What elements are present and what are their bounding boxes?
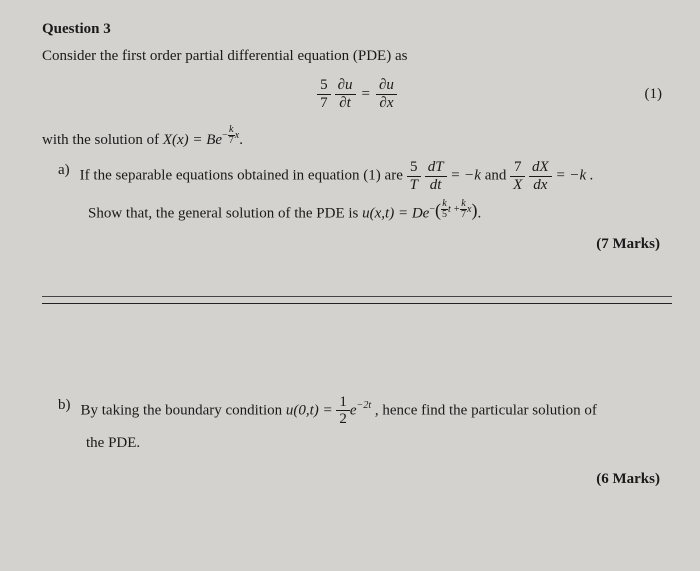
uxt-expr: u(x,t) = De (362, 206, 429, 222)
part-b-body: By taking the boundary condition u(0,t) … (81, 394, 597, 428)
du-num: ∂u (335, 77, 356, 94)
dt-den: ∂t (335, 94, 356, 112)
e-7: 7 (460, 209, 467, 220)
and-text: and (485, 168, 510, 184)
pde-line: the PDE. (86, 432, 672, 455)
part-b: b) By taking the boundary condition u(0,… (58, 394, 672, 428)
prompt-text: Consider the first order partial differe… (42, 45, 672, 68)
sep1-num: 5 (407, 159, 421, 176)
eq-frac-num: 5 (317, 77, 331, 94)
e-sym: e (350, 402, 357, 418)
uxt-exponent: −(k5t +k7x) (429, 199, 477, 220)
divider-1 (42, 296, 672, 297)
equals-sign: = (356, 83, 376, 106)
equation-number: (1) (645, 83, 663, 106)
question-label: Question 3 (42, 18, 672, 41)
showthat-text: Show that, the general solution of the P… (88, 206, 362, 222)
exp-k: k (228, 125, 235, 135)
exp-7: 7 (228, 135, 235, 146)
dx-den: ∂x (376, 94, 397, 112)
sep2-den: X (510, 176, 525, 194)
e-k1: k (441, 199, 448, 209)
marks-a: (7 Marks) (42, 233, 660, 256)
eq-negk1: = −k (450, 168, 481, 184)
equation-1: 5 7 ∂u ∂t = ∂u ∂x (1) (42, 77, 672, 111)
part-a: a) If the separable equations obtained i… (58, 159, 672, 193)
part-a-label: a) (58, 159, 70, 182)
u0t: u(0,t) = (286, 402, 333, 418)
sep2-dx: dx (529, 176, 552, 194)
part-b-label: b) (58, 394, 71, 417)
period2: . (477, 206, 481, 222)
part-a-body: If the separable equations obtained in e… (80, 159, 594, 193)
divider-2 (42, 303, 672, 304)
e-t: t + (448, 205, 460, 215)
solution-prefix: with the solution of (42, 132, 163, 148)
eq-frac-den: 7 (317, 94, 331, 112)
half-n: 1 (336, 394, 350, 411)
solution-exponent: −k7x (222, 125, 239, 146)
solution-line: with the solution of X(x) = Be −k7x . (42, 125, 672, 151)
solution-expr: X(x) = Be (163, 132, 222, 148)
sep1-den: T (407, 176, 421, 194)
part-b-tail: , hence find the particular solution of (375, 402, 597, 418)
part-a-text: If the separable equations obtained in e… (80, 168, 407, 184)
e-k2: k (460, 199, 467, 209)
period: . (239, 132, 243, 148)
neg2t: −2t (357, 400, 372, 411)
part-b-text: By taking the boundary condition (81, 402, 286, 418)
eq-negk2: = −k . (555, 168, 593, 184)
sep2-num: 7 (510, 159, 525, 176)
du-num2: ∂u (376, 77, 397, 94)
sep2-dX: dX (529, 159, 552, 176)
sep1-dT: dT (425, 159, 447, 176)
sep1-dt: dt (425, 176, 447, 194)
e-5: 5 (441, 209, 448, 220)
half-d: 2 (336, 410, 350, 428)
marks-b: (6 Marks) (42, 468, 660, 491)
show-that-line: Show that, the general solution of the P… (88, 199, 672, 225)
